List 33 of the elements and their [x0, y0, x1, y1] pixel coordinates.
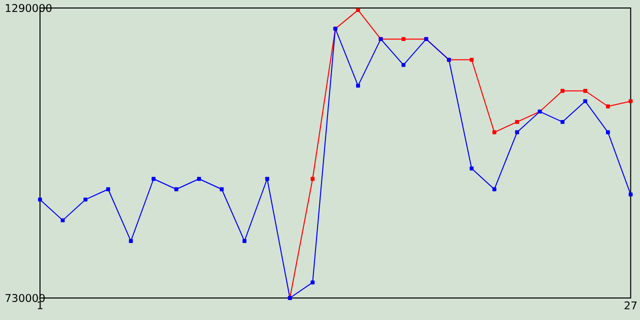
- point: [470, 166, 474, 170]
- point: [356, 8, 360, 12]
- point: [470, 58, 474, 62]
- point: [38, 198, 42, 202]
- point: [106, 187, 110, 192]
- point: [310, 176, 315, 181]
- point: [402, 37, 406, 42]
- x-tick-label: 27: [624, 301, 637, 310]
- point: [152, 176, 156, 181]
- point: [174, 187, 178, 192]
- point: [560, 120, 564, 124]
- point: [310, 280, 315, 284]
- point: [628, 192, 633, 196]
- point: [492, 187, 496, 192]
- point: [265, 176, 270, 181]
- point: [128, 239, 133, 243]
- point: [242, 239, 246, 243]
- point: [606, 104, 610, 108]
- point: [402, 62, 406, 67]
- point: [492, 130, 496, 134]
- x-tick-label: 1: [38, 301, 42, 310]
- point: [515, 130, 520, 134]
- point: [356, 84, 360, 88]
- point: [83, 198, 88, 202]
- point: [606, 130, 610, 134]
- point: [60, 218, 65, 222]
- y-tick-label: 730000: [6, 294, 45, 302]
- point: [583, 99, 588, 104]
- point: [628, 99, 633, 104]
- point: [583, 88, 588, 93]
- point: [197, 176, 201, 181]
- point: [560, 88, 564, 93]
- point: [515, 120, 520, 124]
